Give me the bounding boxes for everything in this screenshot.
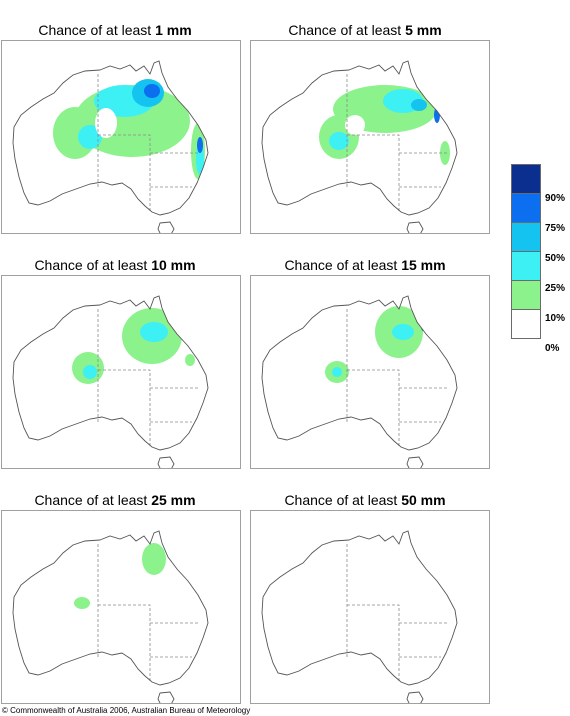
panel-title-5mm: Chance of at least 5 mm (288, 22, 442, 38)
tasmania (157, 221, 175, 233)
australia-map (12, 530, 209, 703)
legend-swatch-50-75 (511, 222, 541, 252)
state-borders (97, 309, 200, 446)
legend-swatch-10-25 (511, 280, 541, 310)
wet-area-75pct-coast (197, 137, 203, 153)
panel-title-15mm: Chance of at least 15 mm (284, 257, 446, 273)
coastline (261, 60, 458, 216)
legend-swatch-75-90 (511, 193, 541, 223)
panel-title-1mm: Chance of at least 1 mm (38, 22, 192, 38)
legend-swatch-90-100 (511, 164, 541, 194)
map-panel-50mm (250, 510, 490, 704)
map-panel-25mm (1, 510, 241, 704)
map-panel-1mm (1, 40, 241, 234)
wet-area-25pct-west (83, 365, 97, 379)
wet-area-90pct (178, 323, 182, 329)
map-panel-15mm (250, 275, 490, 469)
state-borders (346, 74, 449, 211)
australia-map (12, 60, 209, 233)
coastline (261, 530, 458, 686)
map-panel-5mm (250, 40, 490, 234)
map-panel-10mm (1, 275, 241, 469)
wet-area-75pct (434, 107, 440, 123)
state-borders (346, 309, 449, 446)
coastline (12, 295, 209, 451)
panel-title-10mm: Chance of at least 10 mm (34, 257, 196, 273)
legend-label-10: 10% (545, 313, 566, 324)
tasmania (406, 221, 424, 233)
wet-area-50pct (411, 99, 427, 111)
legend-swatch-0-10 (511, 309, 541, 339)
copyright-notice: © Commonwealth of Australia 2006, Austra… (2, 706, 251, 715)
panel-title-25mm: Chance of at least 25 mm (34, 492, 196, 508)
legend-label-75: 75% (545, 223, 566, 234)
state-borders (346, 544, 449, 681)
tasmania (157, 456, 175, 468)
wet-area-75pct (175, 318, 181, 330)
australia-map (261, 295, 458, 468)
wet-area-10pct (142, 543, 166, 575)
wet-area-25pct (140, 322, 168, 342)
legend-swatch-25-50 (511, 251, 541, 281)
wet-area-25pct-west (332, 367, 342, 377)
coastline (12, 530, 209, 686)
legend-label-90: 90% (545, 193, 566, 204)
wet-area-10pct (425, 554, 429, 560)
legend-label-50: 50% (545, 253, 566, 264)
probability-legend: 90% 75% 50% 25% 10% 0% (511, 164, 565, 354)
tasmania (406, 456, 424, 468)
wet-area-25pct-west (329, 132, 349, 150)
tasmania (406, 691, 424, 703)
wet-area-75pct (144, 84, 160, 98)
wet-area-10pct-west (74, 597, 90, 609)
legend-label-25: 25% (545, 283, 566, 294)
wet-area-25pct-coast (196, 143, 204, 175)
australia-map (261, 60, 458, 233)
tasmania (157, 691, 175, 703)
dry-gap (95, 108, 117, 138)
coastline (12, 60, 209, 216)
australia-map (12, 295, 209, 468)
state-borders (97, 544, 200, 681)
wet-area-10pct-coast (185, 354, 195, 366)
legend-label-0: 0% (545, 343, 560, 354)
australia-map (261, 530, 458, 703)
panel-title-50mm: Chance of at least 50 mm (284, 492, 446, 508)
coastline (261, 295, 458, 451)
wet-area-25pct (392, 324, 414, 340)
wet-area-25pct-west (78, 125, 102, 149)
dry-gap (345, 115, 365, 135)
state-borders (97, 74, 200, 211)
